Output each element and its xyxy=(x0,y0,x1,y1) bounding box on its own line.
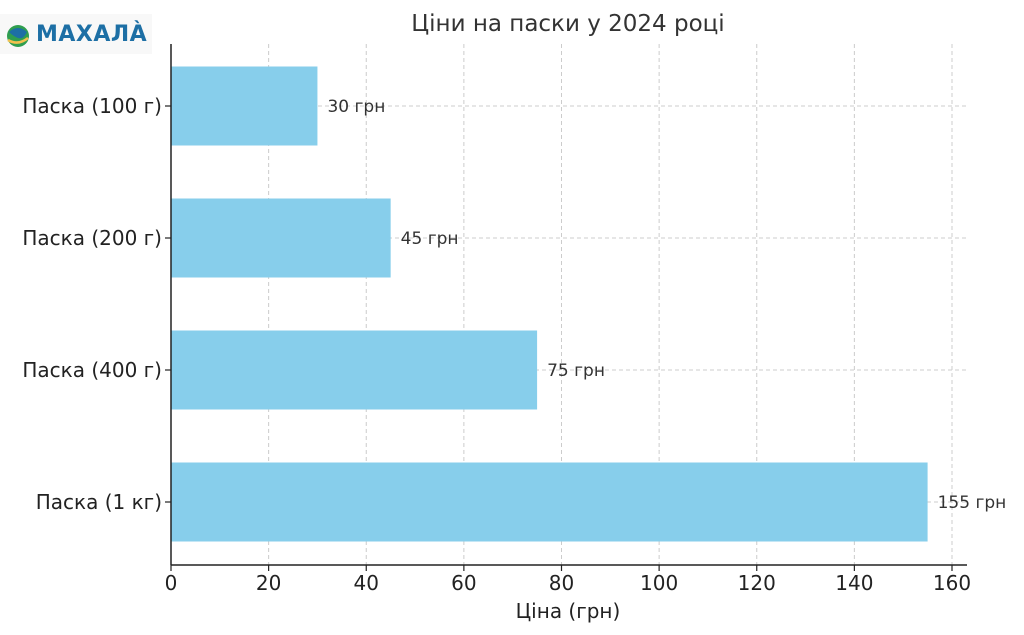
y-ticks: Паска (100 г) Паска (200 г) Паска (400 г) П… xyxy=(22,94,171,514)
y-tick-label: Паска (100 г) xyxy=(22,94,162,118)
x-tick-label: 120 xyxy=(738,571,776,595)
bar xyxy=(171,66,318,146)
x-ticks: 0 20 40 60 80 100 120 140 160 xyxy=(165,565,971,595)
logo: МАХАЛÀ xyxy=(0,14,152,54)
logo-text: МАХАЛÀ xyxy=(36,22,148,47)
x-tick-label: 80 xyxy=(549,571,574,595)
y-tick-label: Паска (1 кг) xyxy=(36,490,162,514)
x-tick-label: 40 xyxy=(354,571,379,595)
x-tick-label: 140 xyxy=(835,571,873,595)
data-label: 155 грн xyxy=(938,493,1007,513)
axes xyxy=(170,44,967,566)
data-label: 75 грн xyxy=(547,361,605,381)
x-tick-label: 100 xyxy=(640,571,678,595)
y-tick-label: Паска (200 г) xyxy=(22,226,162,250)
data-label: 30 грн xyxy=(327,97,385,117)
bars xyxy=(171,66,928,542)
globe-icon xyxy=(0,14,152,54)
x-tick-label: 0 xyxy=(165,571,178,595)
bar xyxy=(171,330,538,410)
x-tick-label: 60 xyxy=(451,571,476,595)
data-labels: 30 грн 45 грн 75 грн 155 грн xyxy=(327,97,1006,513)
bar xyxy=(171,198,391,278)
data-label: 45 грн xyxy=(401,229,459,249)
x-tick-label: 160 xyxy=(933,571,971,595)
x-axis-label: Ціна (грн) xyxy=(516,599,621,623)
y-tick-label: Паска (400 г) xyxy=(22,358,162,382)
bar xyxy=(171,462,928,542)
chart-title: Ціни на паски у 2024 році xyxy=(411,11,724,37)
x-tick-label: 20 xyxy=(256,571,281,595)
